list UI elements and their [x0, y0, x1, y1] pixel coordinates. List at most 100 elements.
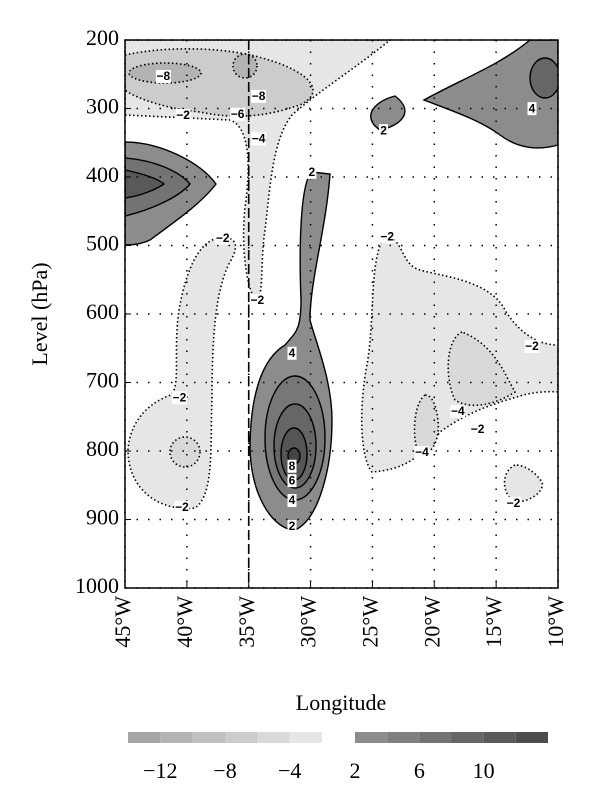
contour-label-text: −2	[471, 422, 485, 436]
x-tick-label: 35°W	[234, 596, 259, 648]
colorbar-segment	[483, 732, 516, 743]
y-tick-label: 1000	[75, 573, 119, 598]
contour-label-bg	[505, 496, 521, 510]
x-tick-label: 20°W	[419, 596, 444, 648]
contour-label-text: −4	[451, 404, 465, 418]
contour-region	[413, 394, 440, 456]
contour-label-text: −4	[252, 131, 266, 145]
contour-label: 4	[287, 346, 297, 360]
contour-label-bg	[230, 107, 246, 121]
contour-label-text: −2	[251, 293, 265, 307]
contour-region	[447, 331, 517, 407]
contour-label-bg	[174, 500, 190, 514]
colorbar-tick-label: 6	[414, 758, 425, 783]
y-tick-label: 400	[86, 162, 119, 187]
contour-label-bg	[414, 446, 430, 460]
x-axis-label: Longitude	[296, 690, 386, 715]
contour-label-text: −2	[176, 108, 190, 122]
contour-region	[529, 57, 558, 99]
colorbar-segment	[160, 732, 193, 743]
colorbar-segment	[355, 732, 388, 743]
contour-region	[169, 436, 201, 468]
contour-field	[125, 40, 558, 531]
contour-label: −2	[505, 496, 521, 510]
colorbar-tick-label: −4	[278, 758, 301, 783]
contour-label-bg	[524, 339, 540, 353]
contour-label: −2	[470, 422, 486, 436]
contour-label-bg	[379, 124, 389, 138]
contour-label: −6	[230, 107, 246, 121]
x-tick-label: 15°W	[481, 596, 506, 648]
contour-label-text: 4	[289, 346, 296, 360]
contour-label-text: 2	[308, 165, 315, 179]
contour-label: −8	[251, 89, 267, 103]
y-tick-label: 500	[86, 231, 119, 256]
contour-label: −2	[249, 293, 265, 307]
colorbar-segment	[387, 732, 420, 743]
y-tick-label: 900	[86, 505, 119, 530]
contour-label-bg	[379, 230, 395, 244]
contour-label-bg	[287, 520, 297, 534]
contour-label: −2	[379, 229, 395, 244]
contour-region	[125, 169, 166, 199]
x-tick-label: 30°W	[296, 596, 321, 648]
contour-label-text: 2	[380, 123, 387, 137]
colorbar-segment	[128, 732, 161, 743]
contour-label: −2	[524, 339, 540, 353]
contour-label: 6	[287, 473, 297, 488]
contour-label: −4	[450, 404, 466, 418]
contour-label-bg	[155, 69, 171, 83]
contour-label-text: 4	[529, 101, 536, 115]
contour-label: 2	[307, 165, 317, 179]
y-tick-label: 700	[86, 368, 119, 393]
contour-label-text: −8	[252, 89, 266, 103]
contour-label: 2	[287, 519, 297, 534]
y-tick-label: 200	[86, 25, 119, 50]
colorbar-segment	[289, 732, 322, 743]
x-tick-label: 25°W	[357, 596, 382, 648]
colorbar-segment	[515, 732, 548, 743]
contour-label-text: −2	[380, 229, 394, 243]
contour-label-bg	[287, 474, 297, 488]
contour-label-text: −2	[507, 496, 521, 510]
x-tick-label: 45°W	[110, 596, 135, 648]
colorbar-segment	[419, 732, 452, 743]
contour-region	[232, 53, 258, 79]
contour-label-text: −2	[175, 500, 189, 514]
contour-label: 4	[287, 493, 297, 508]
contour-label-text: −2	[216, 231, 230, 245]
contour-label-text: −6	[231, 107, 245, 121]
contour-label-bg	[287, 346, 297, 360]
x-tick-label: 40°W	[172, 596, 197, 648]
contour-label: 2	[379, 123, 389, 138]
y-tick-label: 800	[86, 436, 119, 461]
contour-label-bg	[175, 109, 191, 123]
contour-label-bg	[527, 102, 537, 116]
contour-label: −4	[251, 131, 267, 146]
x-tick-label: 10°W	[543, 596, 568, 648]
contour-label-text: 4	[289, 493, 296, 507]
contour-region	[503, 464, 544, 503]
colorbar-segment	[192, 732, 225, 743]
contour-label: −2	[215, 231, 231, 245]
contour-label-text: 6	[289, 473, 296, 487]
contour-label-text: 2	[289, 519, 296, 533]
colorbar-segment	[257, 732, 290, 743]
colorbar-tick-label: −12	[143, 758, 177, 783]
y-axis-label: Level (hPa)	[27, 262, 52, 365]
contour-label-bg	[450, 404, 466, 418]
contour-label-bg	[251, 132, 267, 146]
contour-label-text: −2	[173, 390, 187, 404]
colorbar-tick-label: 2	[350, 758, 361, 783]
contour-label: 4	[527, 101, 537, 116]
contour-label-text: 8	[289, 459, 296, 473]
contour-label-bg	[307, 165, 317, 179]
contour-label-text: −2	[525, 339, 539, 353]
contour-label-text: −8	[157, 69, 171, 83]
contour-region	[127, 237, 237, 510]
colorbar-tick-label: 10	[473, 758, 495, 783]
contour-label: −8	[155, 69, 171, 83]
contour-label-bg	[287, 494, 297, 508]
contour-label-bg	[171, 391, 187, 405]
